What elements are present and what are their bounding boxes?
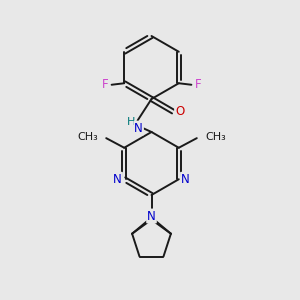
Text: N: N [134, 122, 143, 135]
Text: N: N [147, 209, 156, 223]
Text: N: N [113, 173, 122, 186]
Text: H: H [127, 117, 136, 127]
Text: N: N [181, 173, 190, 186]
Text: CH₃: CH₃ [77, 132, 98, 142]
Text: CH₃: CH₃ [205, 132, 226, 142]
Text: F: F [195, 78, 201, 91]
Text: F: F [102, 78, 108, 91]
Text: O: O [175, 105, 184, 118]
